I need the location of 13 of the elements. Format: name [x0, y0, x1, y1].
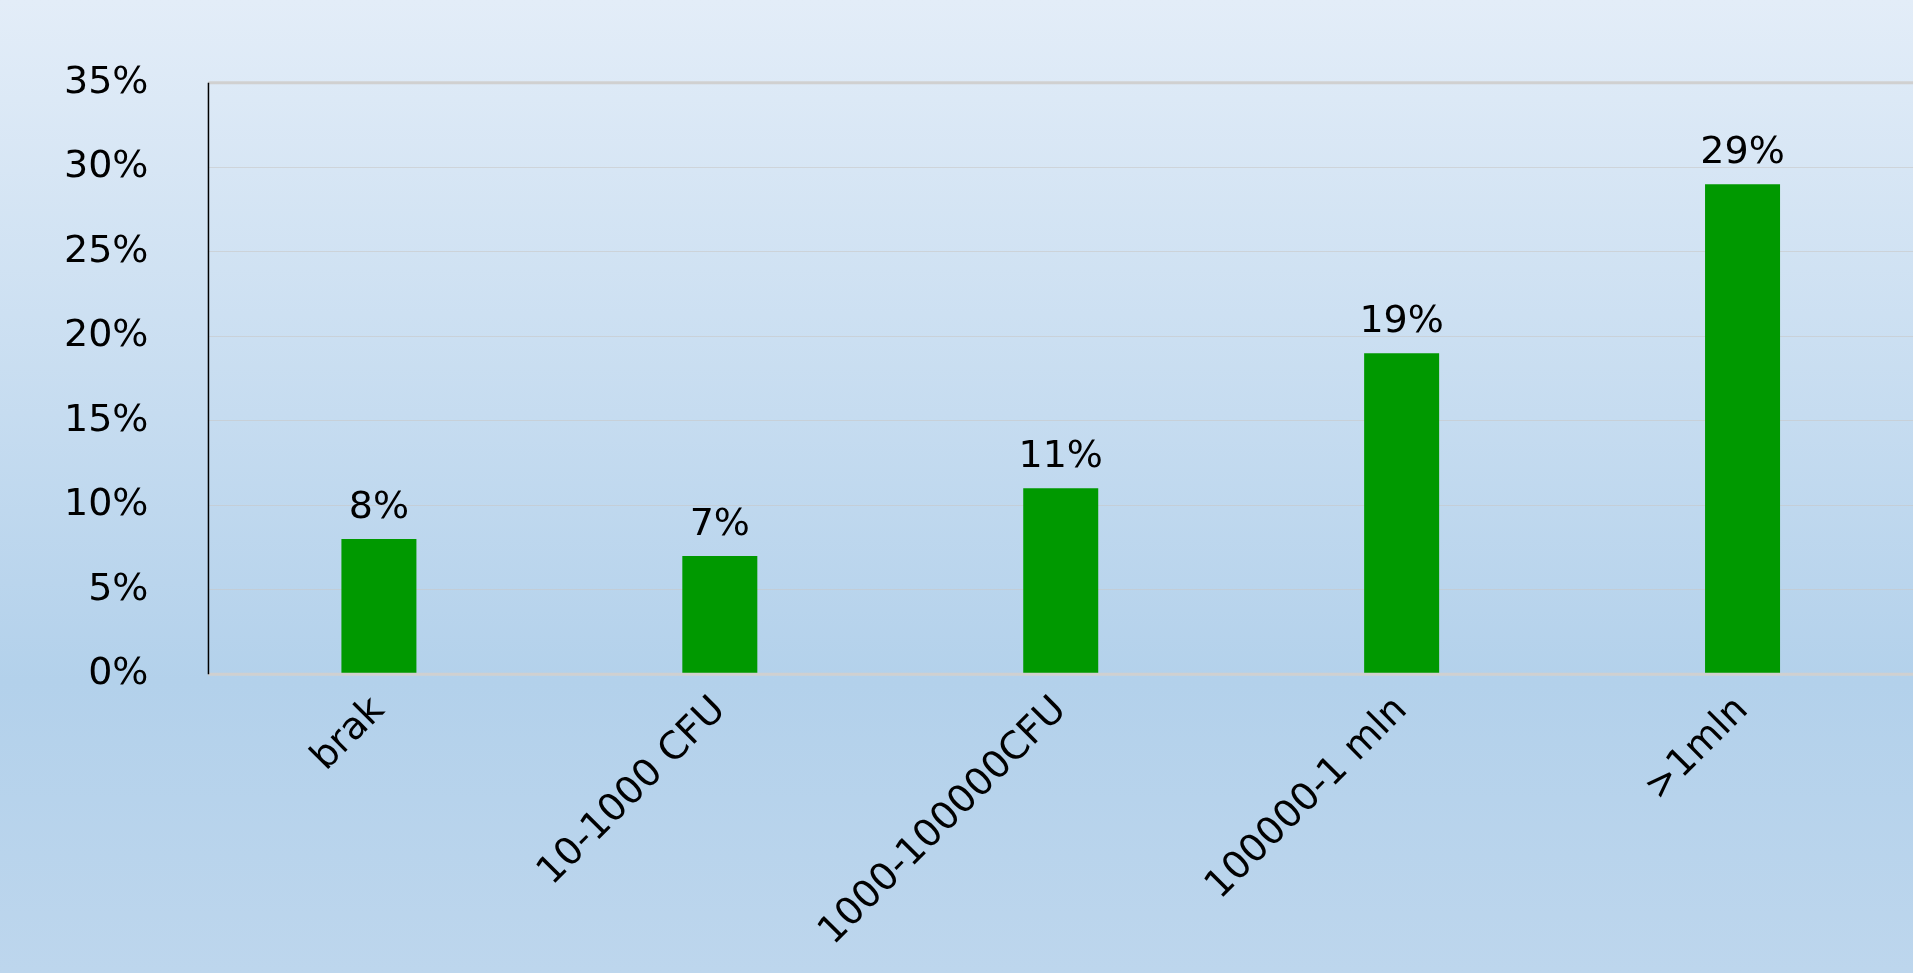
y-tick-label: 0% — [88, 649, 149, 694]
data-label: 11% — [1018, 432, 1103, 477]
y-tick-label: 10% — [63, 480, 149, 525]
y-tick-label: 5% — [88, 564, 149, 609]
y-tick-label: 30% — [63, 142, 149, 187]
y-tick-label: 35% — [63, 57, 149, 102]
data-label: 29% — [1700, 128, 1785, 173]
y-tick-label: 20% — [63, 311, 149, 356]
data-label: 7% — [689, 499, 750, 544]
data-label: 19% — [1359, 297, 1444, 342]
data-label: 8% — [348, 482, 410, 527]
y-tick-label: 25% — [63, 226, 149, 271]
y-tick-label: 15% — [63, 395, 149, 440]
